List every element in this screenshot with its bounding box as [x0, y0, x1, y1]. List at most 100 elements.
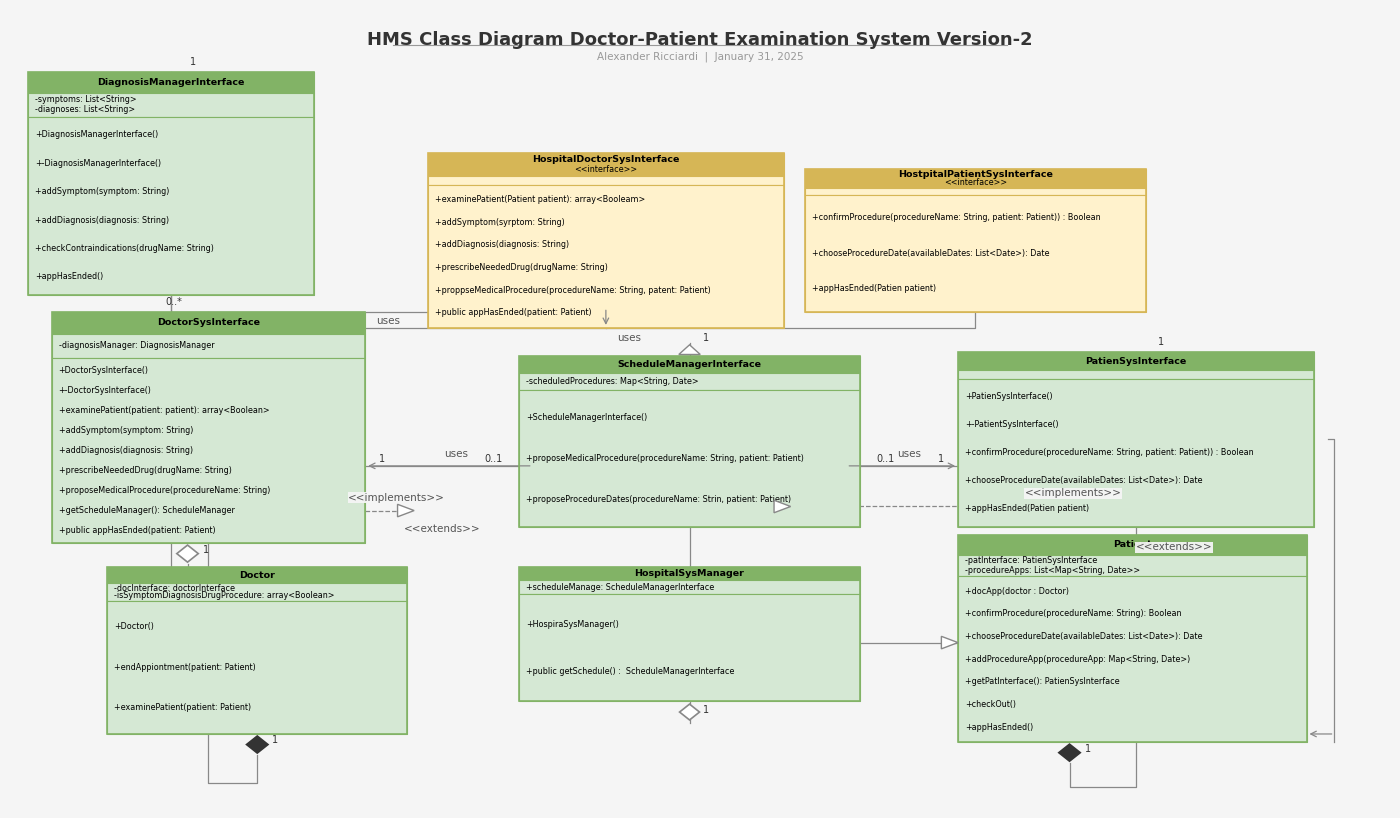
Text: -isSymptomDiagnosisDrugProcedure: array<Boolean>: -isSymptomDiagnosisDrugProcedure: array<… [115, 591, 335, 600]
Text: +getPatInterface(): PatienSysInterface: +getPatInterface(): PatienSysInterface [965, 677, 1120, 686]
Text: <<implements>>: <<implements>> [1025, 488, 1121, 498]
Bar [805, 169, 1147, 188]
Text: +prescribeNeededDrug(drugName: String): +prescribeNeededDrug(drugName: String) [435, 263, 608, 272]
Text: +docApp(doctor : Doctor): +docApp(doctor : Doctor) [965, 587, 1070, 596]
Text: DoctorSysInterface: DoctorSysInterface [157, 318, 260, 327]
Bar [519, 356, 861, 372]
Text: <<extends>>: <<extends>> [403, 524, 480, 534]
Bar [52, 312, 365, 543]
Text: +confirmProcedure(procedureName: String, patient: Patient)) : Boolean: +confirmProcedure(procedureName: String,… [965, 448, 1253, 457]
Bar [108, 568, 407, 583]
Text: -patInterface: PatienSysInterface: -patInterface: PatienSysInterface [965, 556, 1098, 565]
Text: HostpitalPatientSysInterface: HostpitalPatientSysInterface [897, 170, 1053, 179]
Text: 1: 1 [203, 545, 209, 555]
Text: 0..1: 0..1 [876, 453, 895, 464]
Text: 1: 1 [379, 453, 385, 464]
Text: +-DiagnosisManagerInterface(): +-DiagnosisManagerInterface() [35, 159, 161, 168]
Text: <<extends>>: <<extends>> [1135, 542, 1212, 552]
Polygon shape [246, 736, 267, 753]
Text: +addSymptom(syrptom: String): +addSymptom(syrptom: String) [435, 218, 564, 227]
Bar [958, 555, 1306, 577]
Text: 0..*: 0..* [165, 297, 182, 307]
Text: +public appHasEnded(patient: Patient): +public appHasEnded(patient: Patient) [59, 526, 216, 535]
Text: <<interface>>: <<interface>> [574, 165, 637, 174]
Text: +addDiagnosis(diagnosis: String): +addDiagnosis(diagnosis: String) [35, 216, 169, 225]
Polygon shape [774, 501, 791, 513]
Text: -symptoms: List<String>: -symptoms: List<String> [35, 96, 136, 105]
Text: +checkContraindications(drugName: String): +checkContraindications(drugName: String… [35, 244, 214, 253]
Polygon shape [679, 345, 700, 354]
Bar [519, 568, 861, 580]
Text: +chooseProcedureDate(availableDates: List<Date>): Date: +chooseProcedureDate(availableDates: Lis… [965, 632, 1203, 641]
Bar [428, 153, 784, 176]
Text: +addDiagnosis(diagnosis: String): +addDiagnosis(diagnosis: String) [59, 446, 193, 455]
Text: +public getSchedule() :  ScheduleManagerInterface: +public getSchedule() : ScheduleManagerI… [525, 667, 734, 676]
Polygon shape [1058, 744, 1081, 762]
Polygon shape [176, 545, 199, 562]
Text: -scheduledProcedures: Map<String, Date>: -scheduledProcedures: Map<String, Date> [525, 377, 699, 386]
Text: +addDiagnosis(diagnosis: String): +addDiagnosis(diagnosis: String) [435, 240, 570, 249]
Text: +appHasEnded(): +appHasEnded() [35, 272, 104, 281]
Text: +examinePatient(patient: patient): array<Boolean>: +examinePatient(patient: patient): array… [59, 406, 269, 415]
Text: uses: uses [444, 450, 468, 460]
Bar [52, 312, 365, 334]
Text: 1: 1 [190, 57, 196, 67]
Bar [52, 357, 365, 543]
Text: +DoctorSysInterface(): +DoctorSysInterface() [59, 366, 148, 375]
Bar [108, 568, 407, 734]
Polygon shape [941, 636, 958, 649]
Bar [958, 370, 1313, 379]
Bar [519, 390, 861, 527]
Bar [958, 352, 1313, 370]
Text: +confirmProcedure(procedureName: String): Boolean: +confirmProcedure(procedureName: String)… [965, 609, 1182, 618]
Bar [428, 176, 784, 185]
Text: +proppseMedicalProcedure(procedureName: String, patent: Patient): +proppseMedicalProcedure(procedureName: … [435, 285, 711, 294]
Text: +PatienSysInterface(): +PatienSysInterface() [965, 393, 1053, 402]
Polygon shape [679, 704, 700, 720]
Text: 0..1: 0..1 [484, 453, 503, 464]
Text: +scheduleManage: ScheduleManagerInterface: +scheduleManage: ScheduleManagerInterfac… [525, 582, 714, 591]
Text: +appHasEnded(Patien patient): +appHasEnded(Patien patient) [812, 284, 935, 293]
Text: +proposeProcedureDates(procedureName: Strin, patient: Patient): +proposeProcedureDates(procedureName: St… [525, 496, 791, 505]
Text: +getScheduleManager(): ScheduleManager: +getScheduleManager(): ScheduleManager [59, 506, 234, 515]
Bar [52, 334, 365, 357]
Text: +addSymptom(symptom: String): +addSymptom(symptom: String) [59, 426, 193, 435]
Bar [428, 185, 784, 328]
Text: +chooseProcedureDate(availableDates: List<Date>): Date: +chooseProcedureDate(availableDates: Lis… [812, 249, 1049, 258]
Text: 1: 1 [1158, 337, 1163, 348]
Text: +HospiraSysManager(): +HospiraSysManager() [525, 620, 619, 629]
Text: +appHasEnded(Patien patient): +appHasEnded(Patien patient) [965, 504, 1089, 513]
Text: +appHasEnded(): +appHasEnded() [965, 723, 1033, 732]
Bar [519, 568, 861, 702]
Text: PatienSysInterface: PatienSysInterface [1085, 357, 1186, 366]
Text: Alexander Ricciardi  |  January 31, 2025: Alexander Ricciardi | January 31, 2025 [596, 52, 804, 62]
Text: +examinePatient(patient: Patient): +examinePatient(patient: Patient) [115, 703, 252, 712]
Bar [805, 169, 1147, 312]
Bar [958, 535, 1306, 742]
Text: +endAppiontment(patient: Patient): +endAppiontment(patient: Patient) [115, 663, 256, 672]
Bar [805, 188, 1147, 195]
Text: uses: uses [617, 332, 641, 343]
Text: +DiagnosisManagerInterface(): +DiagnosisManagerInterface() [35, 130, 158, 139]
Text: uses: uses [897, 450, 921, 460]
Bar [28, 72, 314, 295]
Bar [958, 352, 1313, 527]
Text: +chooseProcedureDate(availableDates: List<Date>): Date: +chooseProcedureDate(availableDates: Lis… [965, 476, 1203, 485]
Bar [428, 153, 784, 328]
Text: 1: 1 [1085, 744, 1091, 753]
Text: 1: 1 [938, 453, 945, 464]
Text: -diagnosisManager: DiagnosisManager: -diagnosisManager: DiagnosisManager [59, 341, 214, 350]
Text: HMS Class Diagram Doctor-Patient Examination System Version-2: HMS Class Diagram Doctor-Patient Examina… [367, 31, 1033, 49]
Text: <<implements>>: <<implements>> [349, 492, 445, 502]
Bar [519, 372, 861, 390]
Text: +Doctor(): +Doctor() [115, 622, 154, 631]
Bar [519, 594, 861, 702]
Text: Patient: Patient [1113, 541, 1152, 550]
Bar [958, 379, 1313, 527]
Bar [108, 600, 407, 734]
Text: HospitalSysManager: HospitalSysManager [634, 569, 745, 578]
Bar [519, 580, 861, 594]
Bar [28, 72, 314, 93]
Text: ScheduleManagerInterface: ScheduleManagerInterface [617, 360, 762, 369]
Text: +prescribeNeededDrug(drugName: String): +prescribeNeededDrug(drugName: String) [59, 466, 231, 475]
